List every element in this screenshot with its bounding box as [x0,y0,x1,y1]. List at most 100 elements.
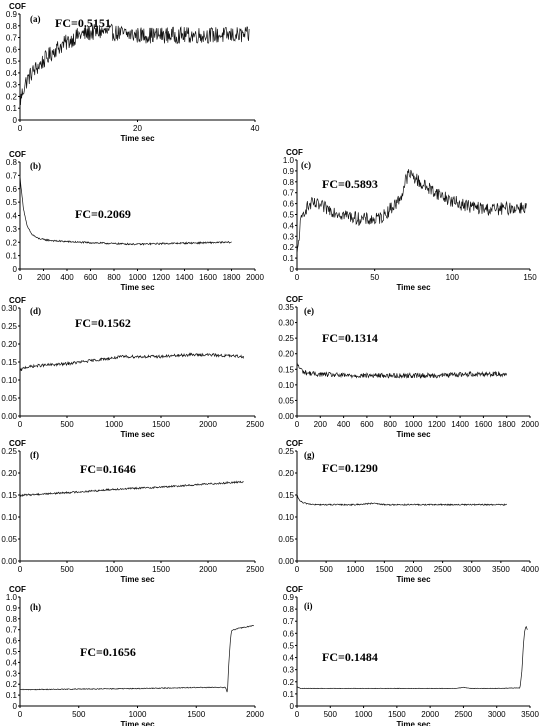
y-axis-label: COF [286,585,303,594]
y-tick-label: 0.2 [6,680,18,689]
chart-panel: 0.00 0.05 0.10 0.15 0.20 0.25 0.30 0.35 0 200 400 6… [278,295,539,439]
x-tick-label: 1000 [105,420,123,429]
y-tick-label: 0.3 [6,81,18,90]
y-tick-label: 0.4 [283,654,295,663]
x-tick-label: 500 [60,565,74,574]
x-tick-label: 0 [295,565,300,574]
y-tick-label: 0.10 [1,376,17,385]
x-tick-label: 2000 [199,565,217,574]
y-tick-label: 0.25 [278,447,294,456]
y-tick-label: 0.1 [6,104,18,113]
y-tick-label: 0.4 [6,69,18,78]
x-tick-label: 0 [295,420,300,429]
x-tick-label: 2500 [455,710,473,719]
y-tick-label: 0.7 [6,626,18,635]
y-tick-label: 0.2 [6,92,18,101]
y-tick-label: 0.9 [283,167,295,176]
x-tick-label: 600 [360,420,374,429]
y-tick-label: 0.1 [283,254,295,263]
x-axis-label: Time sec [396,283,431,292]
y-tick-label: 0.3 [283,232,295,241]
panel-label: (d) [30,306,41,316]
y-tick-label: 0.20 [278,350,294,359]
x-tick-label: 200 [37,273,51,282]
x-tick-label: 0 [18,273,23,282]
fc-annotation: FC=0.2069 [75,207,131,221]
y-tick-label: 0.05 [1,535,17,544]
chart-panel: 0 0.1 0.2 0.3 0.4 0.5 0.6 0.7 0.8 0 200 400 600 800 10… [6,150,265,292]
y-tick-label: 0 [290,702,295,711]
y-tick-label: 0.7 [283,617,295,626]
y-tick-label: 1.0 [283,156,295,165]
y-tick-label: 0.7 [6,34,18,43]
x-tick-label: 500 [72,710,86,719]
x-tick-label: 0 [18,420,23,429]
x-tick-label: 0 [18,710,23,719]
x-tick-label: 100 [446,273,460,282]
x-tick-label: 800 [107,273,121,282]
x-tick-label: 800 [384,420,398,429]
y-tick-label: 0.1 [283,690,295,699]
y-axis-label: COF [9,439,26,448]
y-tick-label: 0.9 [6,10,18,19]
chart-panel: 0 0.1 0.2 0.3 0.40.5 0.6 0.7 0.8 0.9 1.0 0 500 1000 1… [6,585,265,726]
x-tick-label: 0 [295,273,300,282]
x-tick-label: 150 [523,273,537,282]
x-tick-label: 2500 [246,420,264,429]
chart-panel: 0 0.1 0.2 0.3 0.40.5 0.6 0.7 0.8 0.9 1.0 0 50 100 150… [283,148,537,292]
y-tick-label: 0.05 [278,535,294,544]
y-tick-label: 0.3 [283,666,295,675]
y-tick-label: 0.20 [278,469,294,478]
y-tick-label: 0.30 [1,304,17,313]
y-tick-label: 0.3 [6,225,18,234]
y-axis-label: COF [286,148,303,157]
x-tick-label: 500 [324,710,338,719]
y-tick-label: 0.25 [1,322,17,331]
x-tick-label: 3000 [488,710,506,719]
x-tick-label: 1600 [475,420,493,429]
y-tick-label: 0.7 [6,171,18,180]
x-tick-label: 1000 [346,565,364,574]
fc-annotation: FC=0.1562 [75,316,131,330]
x-tick-label: 1000 [405,420,423,429]
y-tick-label: 0.25 [1,447,17,456]
x-axis-label: Time sec [120,134,155,143]
panel-label: (a) [30,14,41,24]
cof-series-line [19,174,232,246]
y-tick-label: 0.6 [6,637,18,646]
y-tick-label: 0.8 [6,22,18,31]
y-tick-label: 0.8 [283,178,295,187]
y-tick-label: 0.00 [1,557,17,566]
x-tick-label: 1400 [451,420,469,429]
x-tick-label: 1600 [199,273,217,282]
x-tick-label: 1800 [498,420,516,429]
x-tick-label: 600 [84,273,98,282]
cof-series-line [296,361,508,379]
x-tick-label: 200 [314,420,328,429]
cof-series-line [19,625,255,693]
y-tick-label: 0.15 [1,491,17,500]
y-tick-label: 0 [290,265,295,274]
y-tick-label: 0.3 [6,669,18,678]
x-tick-label: 2500 [434,565,452,574]
x-axis-label: Time sec [120,430,155,439]
y-tick-label: 0.00 [1,412,17,421]
cof-series-line [19,480,244,498]
x-tick-label: 3500 [492,565,510,574]
y-tick-label: 0.6 [6,45,18,54]
panel-label: (c) [301,160,311,170]
y-tick-label: 0.2 [283,678,295,687]
fc-annotation: FC=0.1484 [322,650,378,664]
cof-series-line [296,625,528,690]
y-tick-label: 0.25 [278,334,294,343]
x-tick-label: 2500 [246,565,264,574]
y-tick-label: 0.6 [283,629,295,638]
y-tick-label: 0.30 [278,319,294,328]
y-tick-label: 0.10 [278,513,294,522]
x-tick-label: 4000 [521,565,539,574]
y-tick-label: 0.6 [283,200,295,209]
y-tick-label: 0 [13,702,18,711]
x-tick-label: 2000 [246,710,264,719]
y-tick-label: 0.1 [6,691,18,700]
